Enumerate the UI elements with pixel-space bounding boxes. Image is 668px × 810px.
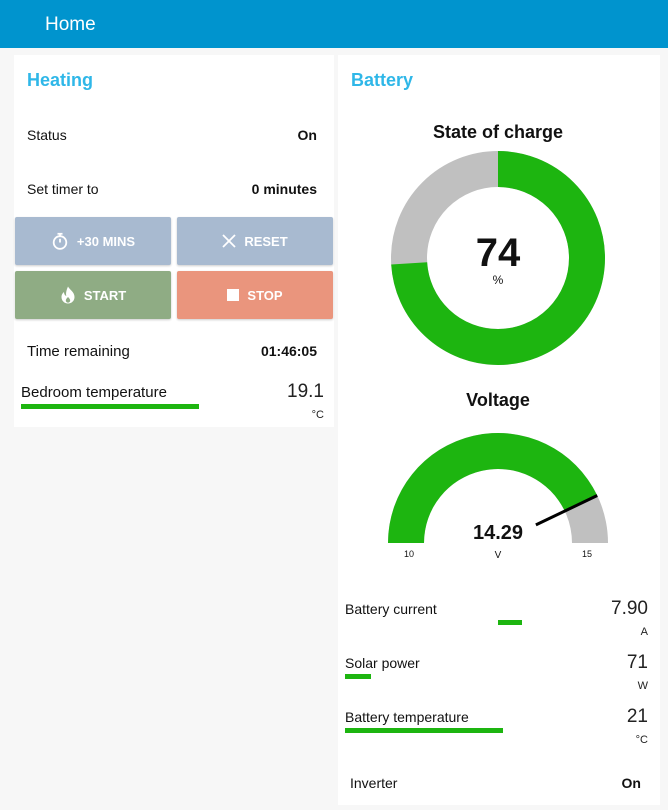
battery-current-label: Battery current (345, 601, 437, 617)
status-value: On (297, 127, 317, 143)
top-bar: Home (0, 0, 668, 48)
gauge-needle (535, 494, 598, 527)
state-of-charge-donut (391, 151, 605, 365)
stop-button[interactable]: STOP (177, 271, 333, 319)
start-label: START (83, 287, 127, 303)
status-label: Status (27, 127, 67, 143)
voltage-title: Voltage (466, 390, 530, 410)
voltage-gauge (388, 433, 608, 543)
solar-power-value: 71 (626, 652, 648, 673)
solar-power-unit: W (637, 680, 648, 692)
time-remaining-label: Time remaining (27, 343, 130, 360)
battery-current-value: 7.90 (611, 598, 648, 619)
battery-current-unit: A (640, 626, 648, 638)
stopwatch-icon (51, 232, 69, 250)
flame-icon (60, 286, 76, 304)
time-remaining-value: 01:46:05 (260, 343, 317, 359)
add-30-mins-label: +30 MINS (76, 233, 136, 249)
donut-fill (391, 151, 605, 365)
inverter-label: Inverter (350, 775, 398, 791)
page-title: Home (45, 14, 96, 35)
voltage-min-label: 10 (403, 549, 414, 559)
bedroom-temperature-value: 19.1 (287, 381, 324, 402)
battery-temperature-unit: °C (635, 734, 648, 746)
reset-button[interactable]: RESET (177, 217, 333, 265)
stop-square-icon (227, 289, 240, 301)
stop-label: STOP (247, 287, 283, 303)
timer-label: Set timer to (27, 181, 99, 197)
reset-label: RESET (244, 233, 288, 249)
bedroom-temperature-label: Bedroom temperature (21, 384, 167, 401)
bedroom-temperature-bar (21, 404, 199, 409)
inverter-value: On (621, 775, 641, 791)
state-of-charge-unit: % (492, 273, 504, 287)
voltage-value: 14.29 (472, 522, 524, 544)
voltage-max-label: 15 (581, 549, 592, 559)
voltage-unit: V (494, 550, 502, 561)
solar-power-bar (345, 674, 371, 679)
heating-card: Heating Status On Set timer to 0 minutes… (14, 55, 334, 427)
gauge-fill (388, 433, 598, 543)
battery-temperature-label: Battery temperature (345, 709, 469, 725)
battery-card: Battery State of charge 74 % Voltage 14.… (338, 55, 660, 805)
state-of-charge-value: 74 (475, 231, 521, 275)
solar-power-label: Solar power (345, 655, 420, 671)
battery-temperature-value: 21 (626, 706, 648, 727)
battery-title: Battery (351, 70, 414, 90)
add-30-mins-button[interactable]: +30 MINS (15, 217, 171, 265)
bedroom-temperature-unit: °C (311, 409, 324, 421)
start-button[interactable]: START (15, 271, 171, 319)
close-icon (222, 234, 236, 248)
state-of-charge-title: State of charge (432, 122, 564, 142)
timer-value: 0 minutes (251, 181, 317, 197)
battery-temperature-bar (345, 728, 503, 733)
heating-title: Heating (27, 70, 94, 90)
battery-current-bar (498, 620, 522, 625)
